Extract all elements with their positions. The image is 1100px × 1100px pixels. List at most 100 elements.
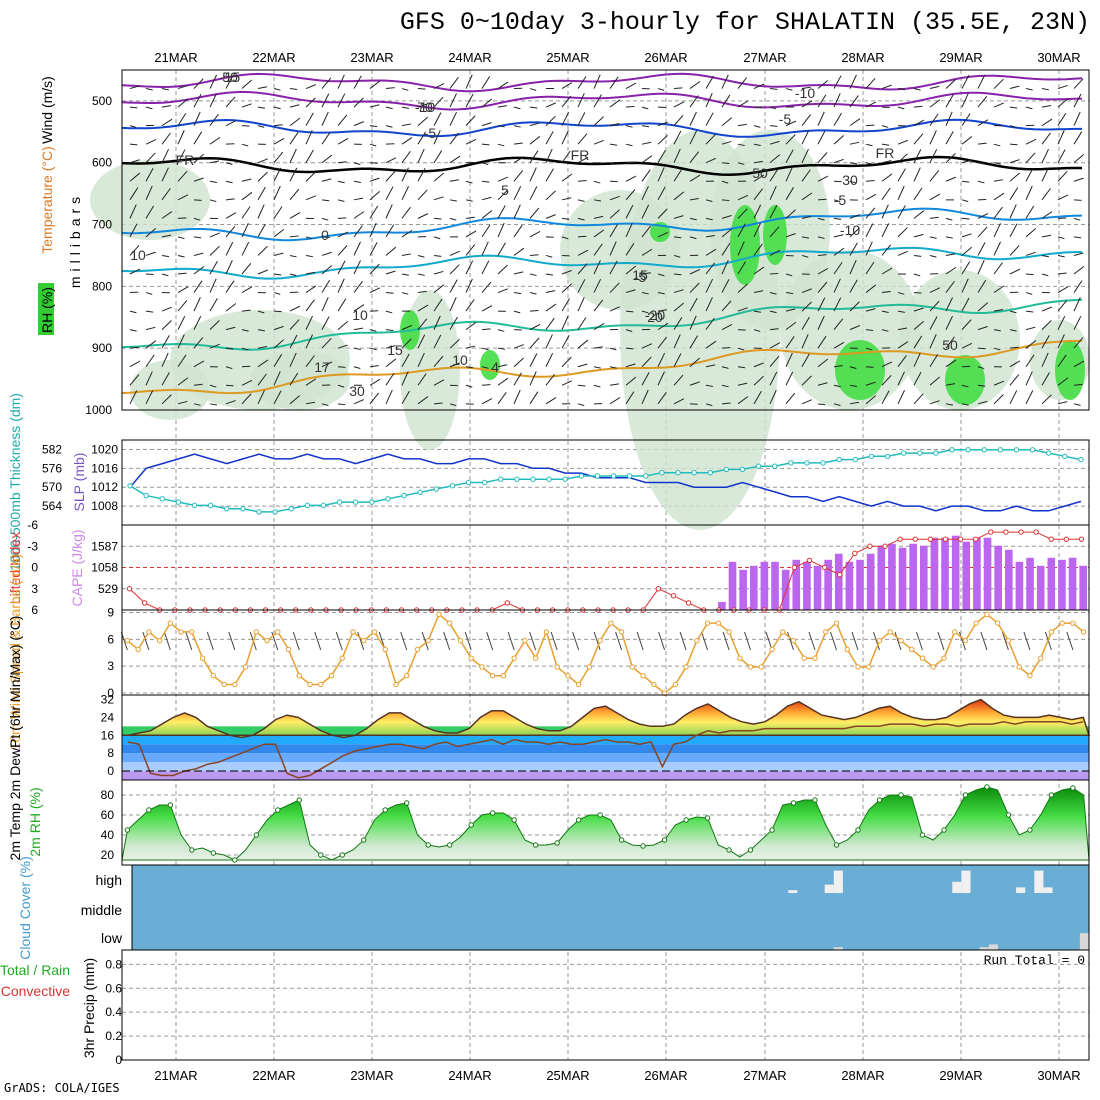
- wind-barb: [241, 103, 252, 108]
- temp-tick: 8: [107, 746, 114, 760]
- temp-tick: 16: [101, 728, 115, 742]
- wind-barb: [721, 242, 731, 256]
- surface-wind-barb: [808, 631, 816, 651]
- wind-barb: [881, 84, 892, 90]
- wind-barb: [705, 93, 713, 108]
- wind-barb: [481, 328, 491, 331]
- wind-barb: [753, 390, 762, 405]
- wind-barb: [609, 260, 618, 275]
- li-tick: 3: [31, 582, 38, 596]
- wind-barb: [817, 217, 825, 221]
- wind-barb: [737, 208, 748, 219]
- wind-barb: [433, 130, 441, 145]
- wind-barb: [753, 243, 763, 256]
- wind-barb: [865, 207, 876, 219]
- wind-barb: [1057, 354, 1067, 368]
- cape-bar: [803, 561, 811, 610]
- wind-barb: [929, 316, 938, 330]
- wind-barb: [881, 290, 891, 294]
- wind-barb: [513, 271, 524, 275]
- wind-barb: [689, 297, 698, 312]
- wind-barb: [257, 310, 265, 314]
- rh-point: [812, 797, 818, 803]
- wind-barb: [673, 215, 684, 219]
- surface-wind-barb: [400, 631, 408, 651]
- thickness-line-point: [1013, 447, 1020, 453]
- temp-band: [122, 762, 1089, 772]
- wind-barb: [865, 241, 873, 256]
- grads-footer: GrADS: COLA/IGES: [4, 1081, 120, 1095]
- wind-barb: [353, 97, 364, 108]
- wind-barb: [257, 245, 268, 256]
- wind-barb: [177, 272, 187, 275]
- wind-barb: [881, 223, 890, 238]
- contour-label: 15: [387, 342, 403, 358]
- wind-barb: [609, 397, 621, 405]
- wind-barb: [769, 106, 777, 110]
- thickness-line-point: [643, 473, 649, 479]
- cape-bar: [1068, 557, 1077, 610]
- wind-barb: [641, 204, 650, 219]
- wind-barb: [321, 217, 329, 221]
- date-label-top: 26MAR: [644, 50, 687, 65]
- wind-barb: [241, 393, 252, 405]
- thickness-line-point: [127, 483, 133, 489]
- wind-barb: [817, 297, 826, 312]
- date-label-bottom: 24MAR: [448, 1068, 491, 1083]
- wind-barb: [273, 390, 282, 405]
- wind-barb: [177, 85, 188, 90]
- wind-tick: 9: [107, 605, 114, 619]
- surface-wind-barb: [1066, 631, 1074, 651]
- wind-barb: [865, 223, 874, 238]
- wind-barb: [529, 186, 538, 201]
- wind-barb: [577, 156, 589, 164]
- thickness-line-point: [224, 505, 230, 512]
- date-label-bottom: 21MAR: [154, 1068, 197, 1083]
- wind-barb: [161, 211, 173, 219]
- wind-barb: [689, 217, 697, 221]
- wind-barb: [561, 236, 569, 240]
- wind-barb: [721, 199, 730, 202]
- wind-barb: [273, 252, 284, 256]
- wind-speed-line-point: [135, 646, 141, 653]
- thickness-tick: 576: [42, 461, 62, 475]
- wind-barb: [561, 270, 572, 275]
- wind-speed-line-point: [683, 664, 689, 670]
- wind-barb: [161, 88, 169, 91]
- thickness-line: [129, 449, 1082, 513]
- rh-point: [726, 847, 732, 853]
- wind-barb: [929, 113, 939, 126]
- rh-point: [339, 852, 345, 858]
- wind-speed-line-point: [876, 637, 883, 644]
- wind-barb: [497, 205, 506, 219]
- thickness-line-point: [304, 502, 311, 509]
- wind-barb: [225, 326, 236, 331]
- wind-barb: [193, 93, 202, 108]
- wind-barb: [929, 400, 940, 405]
- wind-barb: [1073, 297, 1081, 312]
- wind-barb: [1041, 148, 1049, 163]
- wind-barb: [673, 130, 682, 145]
- wind-barb: [705, 235, 715, 238]
- lifted-index-line-point: [972, 536, 979, 542]
- wind-barb: [129, 360, 141, 368]
- rh-shade-wet: [480, 350, 500, 380]
- wind-barb: [369, 143, 377, 147]
- wind-barb: [833, 384, 841, 388]
- wind-barb: [833, 217, 842, 220]
- contour-label: -20: [645, 307, 665, 323]
- contour-label: 50: [752, 165, 768, 181]
- wind-barb: [161, 335, 170, 349]
- wind-speed-line-point: [1080, 629, 1087, 635]
- wind-barb: [145, 292, 153, 295]
- wind-barb: [465, 74, 473, 89]
- wind-barb: [1009, 268, 1021, 275]
- wind-barb: [769, 125, 778, 127]
- wind-barb: [289, 148, 297, 163]
- surface-wind-barb: [206, 631, 214, 651]
- wind-barb: [945, 94, 954, 108]
- date-label-top: 23MAR: [350, 50, 393, 65]
- wind-barb: [881, 187, 891, 201]
- wind-barb: [641, 169, 651, 182]
- high-cloud-cell: [1043, 887, 1053, 893]
